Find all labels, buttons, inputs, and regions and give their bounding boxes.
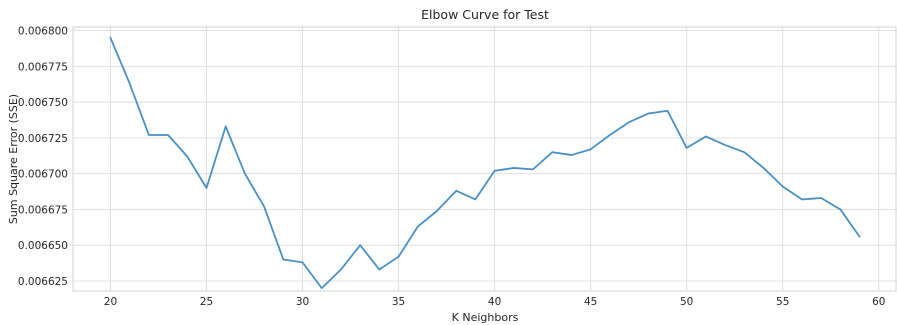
y-tick-label: 0.006625 xyxy=(18,276,68,288)
x-tick-label: 50 xyxy=(680,296,693,308)
x-tick-label: 45 xyxy=(584,296,597,308)
y-tick-label: 0.006675 xyxy=(18,204,68,216)
y-axis-title: Sum Square Error (SSE) xyxy=(7,94,20,224)
x-tick-labels: 20 25 30 35 40 45 50 55 60 xyxy=(104,296,886,308)
x-gridlines xyxy=(110,27,880,291)
x-axis-title: K Neighbors xyxy=(452,311,519,324)
x-tick-label: 55 xyxy=(776,296,789,308)
plot-frame xyxy=(72,26,897,292)
y-tick-label: 0.006800 xyxy=(18,26,68,38)
x-tick-label: 30 xyxy=(296,296,309,308)
y-tick-label: 0.006775 xyxy=(18,61,68,73)
chart-title: Elbow Curve for Test xyxy=(421,7,549,22)
x-tick-label: 35 xyxy=(392,296,405,308)
x-tick-label: 40 xyxy=(488,296,501,308)
x-tick-label: 20 xyxy=(104,296,117,308)
y-tick-label: 0.006650 xyxy=(18,240,68,252)
sse-series-line xyxy=(109,36,861,290)
x-tick-label: 25 xyxy=(200,296,213,308)
series-layer xyxy=(109,36,861,290)
y-gridlines xyxy=(73,30,897,282)
y-tick-label: 0.006700 xyxy=(18,169,68,181)
y-tick-label: 0.006725 xyxy=(18,133,68,145)
y-tick-label: 0.006750 xyxy=(18,97,68,109)
x-tick-label: 60 xyxy=(872,296,885,308)
y-tick-labels: 0.006625 0.006650 0.006675 0.006700 0.006725… xyxy=(18,26,68,288)
